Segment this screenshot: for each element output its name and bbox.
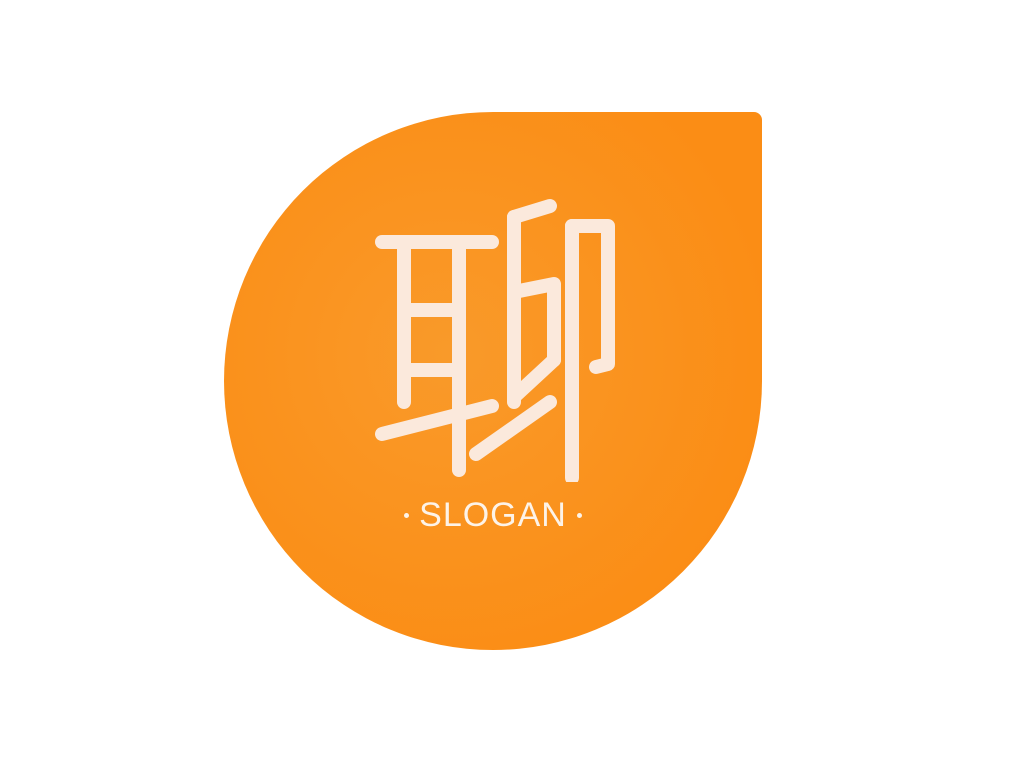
slogan-dot-left [404, 512, 410, 518]
slogan-row: SLOGAN [224, 495, 762, 535]
logo-badge: 聊 SLOGAN [224, 112, 762, 650]
glyph-liao [375, 199, 615, 482]
slogan-dot-right [576, 512, 582, 518]
slogan-text: SLOGAN [419, 496, 567, 534]
badge-shape [224, 112, 762, 650]
